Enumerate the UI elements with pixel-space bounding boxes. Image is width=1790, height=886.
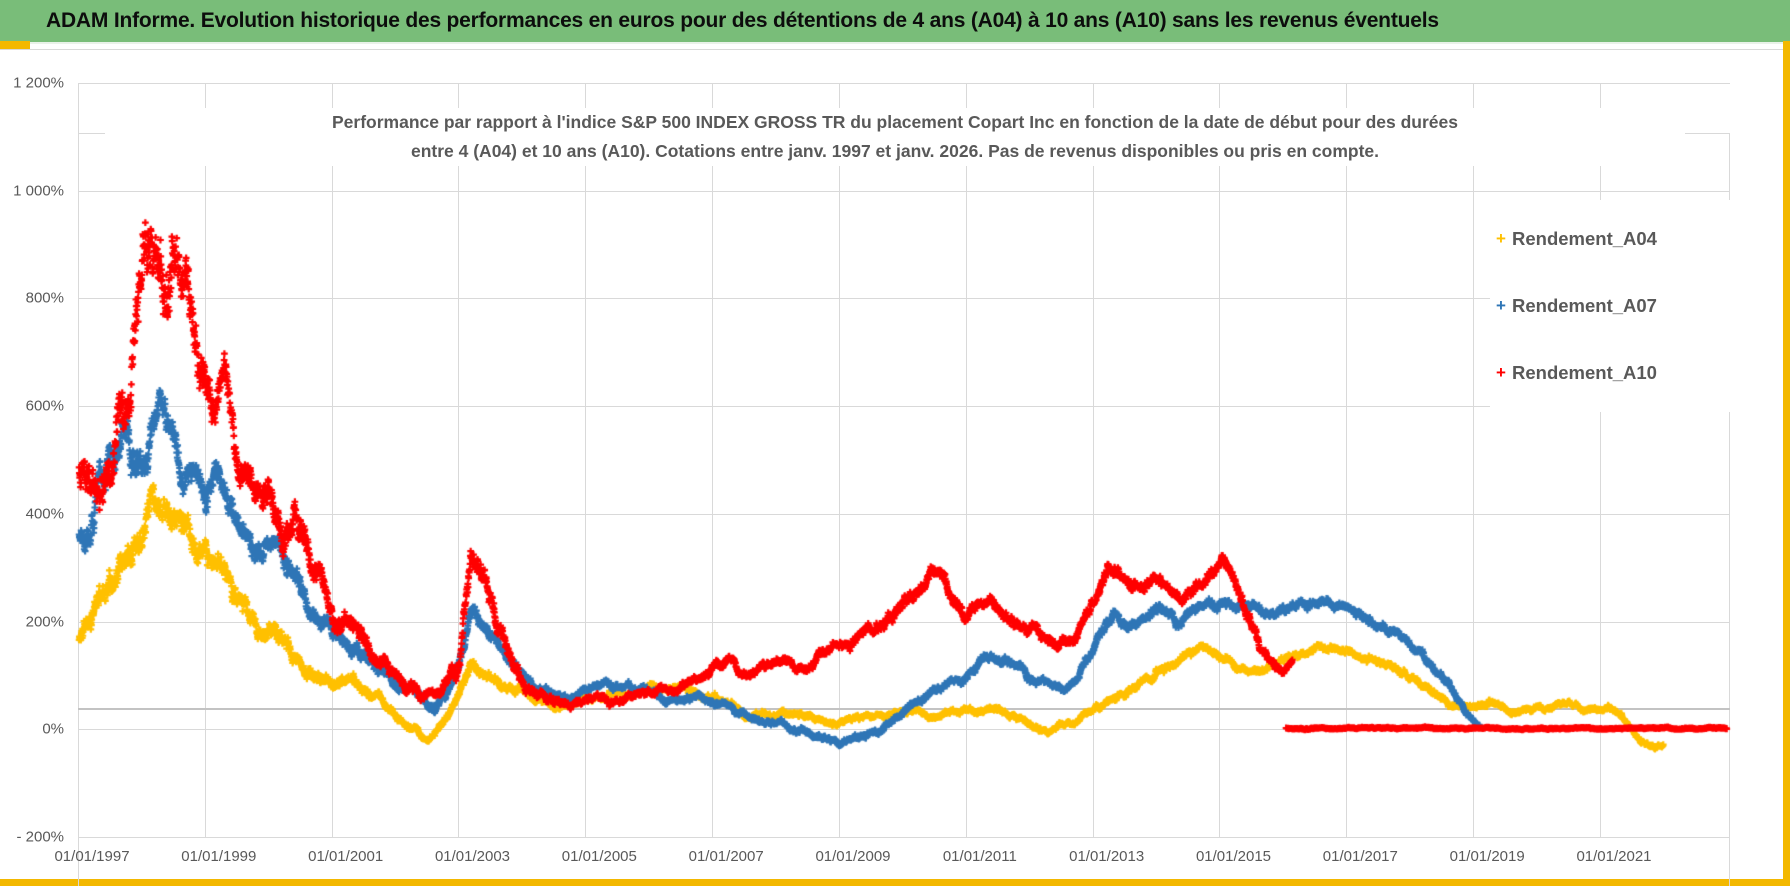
legend-item-rendement-a07[interactable]: + Rendement_A07 xyxy=(1490,291,1762,321)
legend-label: Rendement_A04 xyxy=(1512,228,1657,249)
scatter-canvas[interactable] xyxy=(0,50,1783,879)
chart-title: Performance par rapport à l'indice S&P 5… xyxy=(105,108,1685,166)
plus-marker-icon: + xyxy=(1496,363,1506,382)
chart-title-line2: entre 4 (A04) et 10 ans (A10). Cotations… xyxy=(410,141,1380,161)
plus-marker-icon: + xyxy=(1496,296,1506,315)
gold-accent-right xyxy=(1783,41,1790,886)
legend-label: Rendement_A07 xyxy=(1512,295,1657,316)
header-bar: ADAM Informe. Evolution historique des p… xyxy=(0,0,1790,44)
chart-area[interactable]: 1 200%1 000%800%600%400%200%0%- 200% 01/… xyxy=(0,50,1783,886)
gold-accent-topleft xyxy=(0,41,30,49)
header-divider xyxy=(0,49,1790,50)
chart-title-line1: Performance par rapport à l'indice S&P 5… xyxy=(331,112,1459,132)
plus-marker-icon: + xyxy=(1496,229,1506,248)
legend-item-rendement-a04[interactable]: + Rendement_A04 xyxy=(1490,224,1762,254)
legend: + Rendement_A04 + Rendement_A07 + Rendem… xyxy=(1490,200,1762,412)
legend-label: Rendement_A10 xyxy=(1512,362,1657,383)
legend-item-rendement-a10[interactable]: + Rendement_A10 xyxy=(1490,358,1762,388)
header-title: ADAM Informe. Evolution historique des p… xyxy=(46,9,1439,32)
gold-accent-bottom xyxy=(0,879,1790,886)
